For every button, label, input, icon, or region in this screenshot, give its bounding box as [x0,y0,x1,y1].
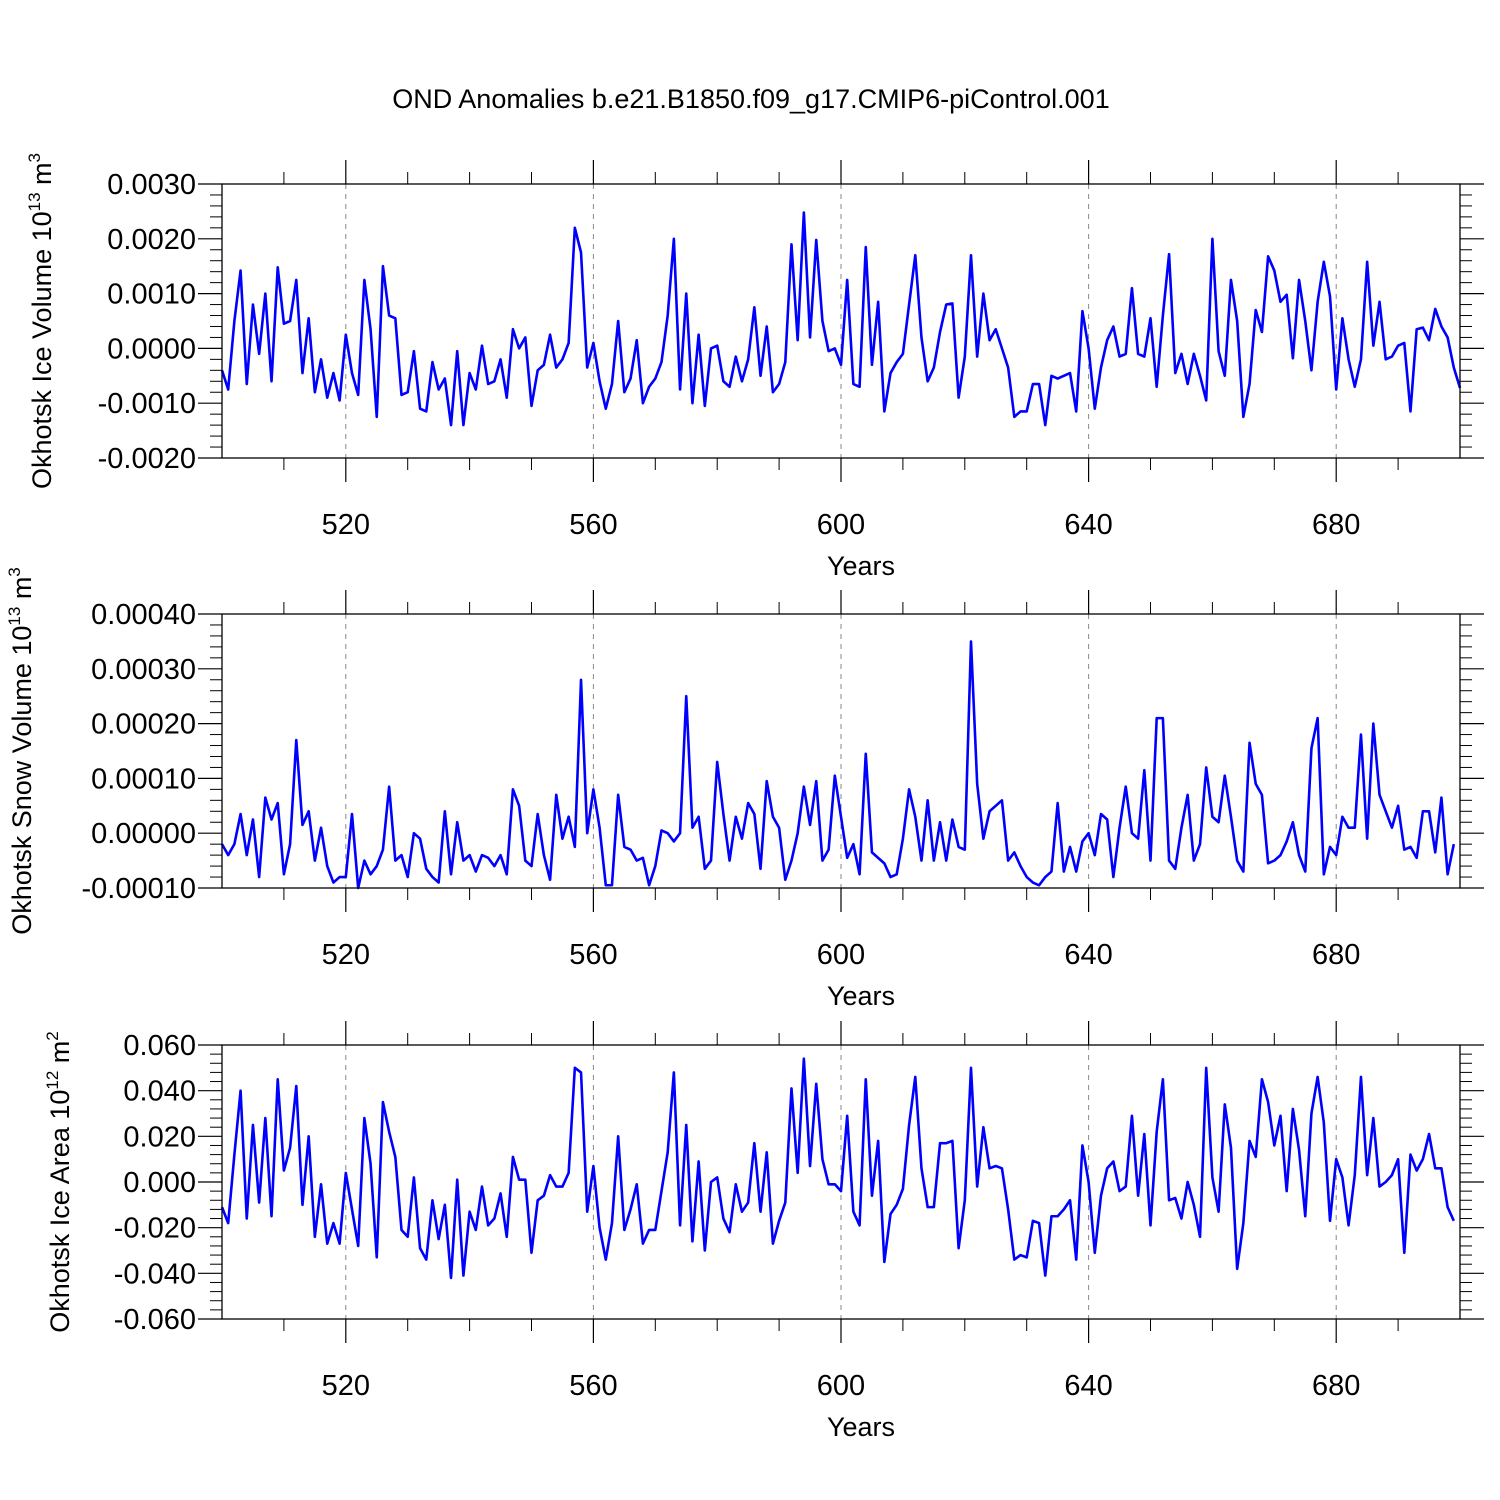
x-tick-label: 560 [569,509,617,541]
chart-panel-1: -0.0020 -0.0010 0.0000 0.0010 0.0020 0.0030 52… [25,153,1484,581]
y-tick-label: -0.040 [114,1258,196,1290]
y-axis-title: Okhotsk Snow Volume 1013 m3 [5,567,37,935]
y-tick-label: 0.00040 [91,599,196,631]
y-tick-label: 0.00010 [91,763,196,795]
y-tick-label: -0.060 [114,1304,196,1336]
x-tick-label: 520 [322,509,370,541]
x-tick-label: 600 [817,1370,865,1402]
series-line [220,211,1462,427]
x-axis-title: Years [827,551,895,581]
series-line [220,640,1456,890]
x-axis-title: Years [827,1412,895,1442]
x-tick-label: 520 [322,939,370,971]
x-tick-label: 640 [1064,939,1112,971]
x-tick-label: 640 [1064,509,1112,541]
y-tick-label: -0.0020 [98,443,196,475]
x-tick-label: 600 [817,509,865,541]
y-tick-label: 0.0020 [107,224,196,256]
y-tick-label: 0.0010 [107,279,196,311]
y-tick-label: 0.000 [123,1167,196,1199]
chart-panels: -0.0020 -0.0010 0.0000 0.0010 0.0020 0.0030 52… [5,153,1484,1442]
x-tick-label: 680 [1312,509,1360,541]
y-tick-label: 0.040 [123,1076,196,1108]
x-tick-label: 600 [817,939,865,971]
x-axis-title: Years [827,981,895,1011]
y-tick-label: -0.020 [114,1213,196,1245]
plot-frame [221,1044,1461,1320]
chart-title: OND Anomalies b.e21.B1850.f09_g17.CMIP6-… [392,84,1109,114]
series-line [220,1057,1455,1280]
chart-panel-3: -0.060 -0.040 -0.020 0.000 0.020 0.040 0.060 52… [43,1021,1484,1442]
y-tick-label: 0.0000 [107,333,196,365]
y-axis-title: Okhotsk Ice Volume 1013 m3 [25,153,57,489]
y-tick-label: 0.060 [123,1030,196,1062]
y-tick-label: -0.00010 [82,873,197,905]
y-tick-label: 0.00000 [91,818,196,850]
y-axis-title: Okhotsk Ice Area 1012 m2 [43,1031,75,1333]
x-tick-label: 680 [1312,1370,1360,1402]
x-tick-label: 560 [569,1370,617,1402]
x-tick-label: 640 [1064,1370,1112,1402]
x-tick-label: 680 [1312,939,1360,971]
y-tick-label: 0.020 [123,1121,196,1153]
y-tick-label: 0.00020 [91,709,196,741]
y-tick-label: 0.00030 [91,654,196,686]
x-tick-label: 560 [569,939,617,971]
y-tick-label: -0.0010 [98,388,196,420]
chart-panel-2: -0.00010 0.00000 0.00010 0.00020 0.00030 0.00… [5,567,1484,1011]
plot-frame [221,613,1461,889]
x-tick-label: 520 [322,1370,370,1402]
plot-frame [221,183,1461,459]
y-tick-label: 0.0030 [107,169,196,201]
